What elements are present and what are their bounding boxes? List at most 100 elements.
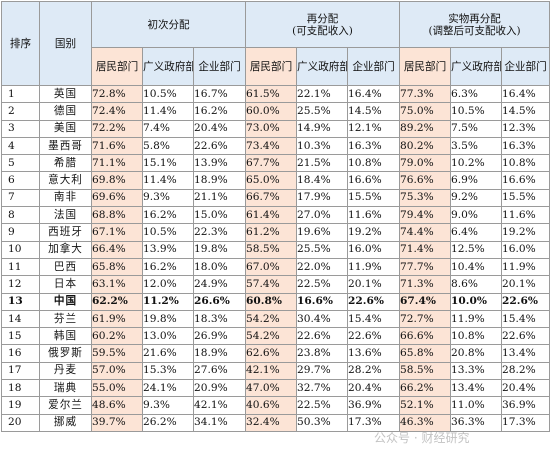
inkind-government-cell: 10.8% <box>450 327 503 346</box>
country-cell: 俄罗斯 <box>39 344 92 363</box>
primary-household-cell: 60.2% <box>91 327 143 346</box>
redist-household-cell: 57.4% <box>245 275 298 294</box>
group-header-in-kind: 实物再分配 (调整后可支配收入) <box>399 1 550 48</box>
primary-household-cell: 63.1% <box>91 275 143 294</box>
primary-household-cell: 48.6% <box>91 396 143 415</box>
primary-enterprise-cell: 27.6% <box>192 361 247 381</box>
primary-government-cell: 7.4% <box>142 119 194 138</box>
table-row: 11 巴西 65.8% 16.2% 18.0% 67.0% 22.0% 11.9% 77.7% 1… <box>1 257 550 277</box>
inkind-government-cell: 3.5% <box>450 136 503 156</box>
redist-enterprise-cell: 28.2% <box>347 361 401 381</box>
table-row: 2 德国 72.4% 11.4% 16.2% 60.0% 25.5% 14.5% 75.0% 10… <box>1 102 550 121</box>
rank-cell: 9 <box>1 223 40 242</box>
sub-header-household: 居民部门 <box>91 47 143 86</box>
redist-household-cell: 73.4% <box>245 136 298 156</box>
inkind-government-cell: 11.9% <box>450 309 503 329</box>
redist-household-cell: 61.4% <box>245 206 298 225</box>
primary-enterprise-cell: 19.8% <box>192 240 247 259</box>
rank-cell: 14 <box>1 309 40 329</box>
primary-government-cell: 16.2% <box>142 206 194 225</box>
redist-enterprise-cell: 17.3% <box>347 413 401 432</box>
redist-enterprise-cell: 16.3% <box>347 136 401 156</box>
country-cell: 中国 <box>39 292 92 311</box>
inkind-enterprise-cell: 15.5% <box>501 188 550 208</box>
table-row: 8 法国 68.8% 16.2% 15.0% 61.4% 27.0% 11.6% 79.4% 9.… <box>1 206 550 225</box>
redist-government-cell: 32.7% <box>296 379 349 398</box>
inkind-enterprise-cell: 20.1% <box>501 275 550 294</box>
inkind-enterprise-cell: 11.6% <box>501 206 550 225</box>
primary-household-cell: 69.6% <box>91 188 143 208</box>
redist-household-cell: 73.0% <box>245 119 298 138</box>
inkind-household-cell: 74.4% <box>399 223 452 242</box>
country-header: 国别 <box>39 1 92 86</box>
group-header-in-kind-title: 实物再分配 <box>448 12 501 25</box>
table-row: 9 西班牙 67.1% 10.5% 22.3% 61.2% 19.6% 19.2% 74.4% 6… <box>1 223 550 242</box>
redist-government-cell: 22.5% <box>296 396 349 415</box>
primary-government-cell: 21.6% <box>142 344 194 363</box>
redist-enterprise-cell: 15.5% <box>347 188 401 208</box>
inkind-enterprise-cell: 19.2% <box>501 223 550 242</box>
primary-enterprise-cell: 15.0% <box>192 206 247 225</box>
redist-government-cell: 21.5% <box>296 154 349 173</box>
rank-header: 排序 <box>1 1 40 86</box>
primary-household-cell: 59.5% <box>91 344 143 363</box>
rank-cell: 16 <box>1 344 40 363</box>
primary-enterprise-cell: 34.1% <box>192 413 247 432</box>
redist-enterprise-cell: 20.4% <box>347 379 401 398</box>
redist-enterprise-cell: 22.6% <box>347 292 401 311</box>
inkind-enterprise-cell: 16.6% <box>501 171 550 190</box>
inkind-government-cell: 10.2% <box>450 154 503 173</box>
primary-household-cell: 55.0% <box>91 379 143 398</box>
inkind-household-cell: 66.6% <box>399 327 452 346</box>
primary-household-cell: 71.6% <box>91 136 143 156</box>
redist-government-cell: 22.5% <box>296 275 349 294</box>
rank-cell: 15 <box>1 327 40 346</box>
redist-government-cell: 22.0% <box>296 257 349 277</box>
inkind-household-cell: 46.3% <box>399 413 452 432</box>
inkind-government-cell: 6.4% <box>450 223 503 242</box>
inkind-household-cell: 77.3% <box>399 84 452 104</box>
country-cell: 西班牙 <box>39 223 92 242</box>
inkind-household-cell: 71.4% <box>399 240 452 259</box>
redist-government-cell: 16.6% <box>296 292 349 311</box>
primary-enterprise-cell: 42.1% <box>192 396 247 415</box>
inkind-household-cell: 65.8% <box>399 344 452 363</box>
primary-household-cell: 57.0% <box>91 361 143 381</box>
inkind-government-cell: 9.0% <box>450 206 503 225</box>
primary-enterprise-cell: 18.0% <box>192 257 247 277</box>
inkind-household-cell: 58.5% <box>399 361 452 381</box>
sub-header-government: 广义政府部门 <box>450 47 503 86</box>
table-row: 14 芬兰 61.9% 19.8% 18.3% 54.2% 30.4% 15.4% 72.7% 1… <box>1 309 550 329</box>
rank-cell: 12 <box>1 275 40 294</box>
primary-government-cell: 13.9% <box>142 240 194 259</box>
primary-enterprise-cell: 18.9% <box>192 171 247 190</box>
group-header-redistribution: 再分配 (可支配收入) <box>245 1 401 48</box>
rank-cell: 4 <box>1 136 40 156</box>
sub-header-government: 广义政府部门 <box>296 47 349 86</box>
primary-enterprise-cell: 20.4% <box>192 119 247 138</box>
inkind-enterprise-cell: 20.4% <box>501 379 550 398</box>
primary-enterprise-cell: 22.3% <box>192 223 247 242</box>
country-cell: 德国 <box>39 102 92 121</box>
inkind-household-cell: 52.1% <box>399 396 452 415</box>
inkind-government-cell: 11.0% <box>450 396 503 415</box>
country-cell: 爱尔兰 <box>39 396 92 415</box>
redist-household-cell: 54.2% <box>245 327 298 346</box>
country-cell: 挪威 <box>39 413 92 432</box>
primary-government-cell: 15.3% <box>142 361 194 381</box>
inkind-government-cell: 13.3% <box>450 361 503 381</box>
primary-enterprise-cell: 20.9% <box>192 379 247 398</box>
redist-household-cell: 60.8% <box>245 292 298 311</box>
inkind-household-cell: 80.2% <box>399 136 452 156</box>
rank-cell: 2 <box>1 102 40 121</box>
redist-household-cell: 61.2% <box>245 223 298 242</box>
table-row: 10 加拿大 66.4% 13.9% 19.8% 58.5% 25.5% 16.0% 71.4%… <box>1 240 550 259</box>
table-row: 12 日本 63.1% 12.0% 24.9% 57.4% 22.5% 20.1% 71.3% 8… <box>1 275 550 294</box>
country-cell: 南非 <box>39 188 92 208</box>
primary-government-cell: 11.4% <box>142 171 194 190</box>
primary-government-cell: 24.1% <box>142 379 194 398</box>
inkind-household-cell: 66.2% <box>399 379 452 398</box>
group-header-primary: 初次分配 <box>90 1 247 48</box>
redist-household-cell: 40.6% <box>245 396 298 415</box>
inkind-household-cell: 89.2% <box>399 119 452 138</box>
